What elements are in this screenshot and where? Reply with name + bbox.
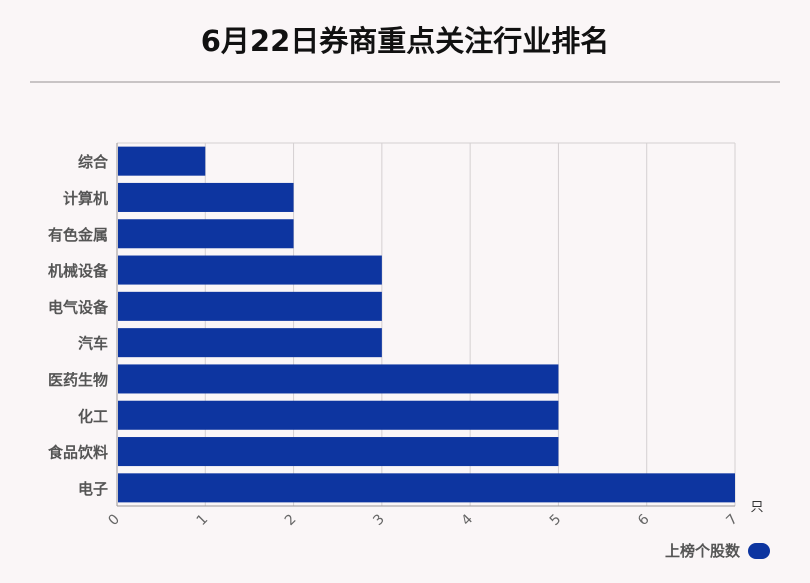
category-label: 有色金属 (48, 226, 108, 244)
chart-title: 6月22日券商重点关注行业排名 (200, 24, 610, 58)
bar (118, 400, 559, 430)
x-tick-label: 4 (459, 511, 477, 529)
x-tick-label: 2 (282, 511, 300, 529)
bar (118, 182, 294, 212)
bars (118, 146, 735, 503)
x-tick-labels: 0 1 2 3 4 5 6 7 (105, 511, 741, 529)
bar (118, 473, 735, 503)
x-tick-label: 6 (635, 511, 653, 529)
category-label: 食品饮料 (48, 444, 108, 462)
category-label: 汽车 (78, 335, 108, 353)
legend-label: 上榜个股数 (664, 542, 740, 560)
x-tick-label: 5 (547, 511, 565, 529)
category-label: 计算机 (63, 189, 108, 207)
category-label: 化工 (78, 407, 108, 425)
category-label: 综合 (78, 153, 109, 171)
bar (118, 255, 382, 285)
legend: 上榜个股数 (665, 540, 770, 561)
legend-swatch (748, 542, 770, 559)
title-divider (30, 81, 780, 83)
bar (118, 437, 559, 467)
x-unit-label: 只 (750, 500, 763, 515)
x-tick-label: 1 (194, 511, 212, 529)
bar (118, 291, 382, 321)
bar (118, 364, 559, 394)
bar (118, 328, 382, 358)
category-label: 电气设备 (48, 298, 109, 316)
x-tick-label: 7 (723, 511, 741, 529)
bar (118, 219, 294, 249)
x-tick-label: 0 (105, 511, 123, 529)
bar (118, 146, 206, 176)
category-label: 机械设备 (48, 262, 109, 280)
category-label: 电子 (78, 480, 108, 498)
x-tick-label: 3 (370, 511, 388, 529)
category-label: 医药生物 (48, 371, 108, 389)
